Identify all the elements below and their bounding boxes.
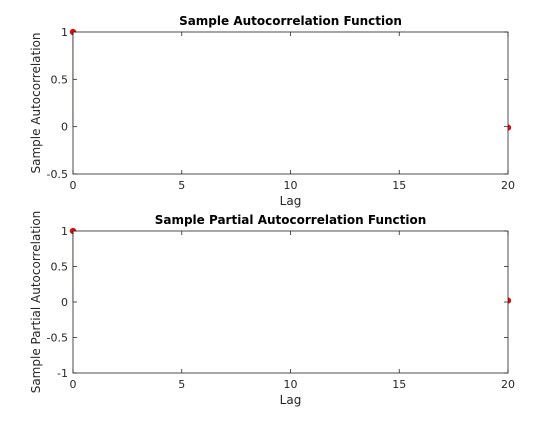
pacf-x-tick-label: 20 <box>501 378 515 391</box>
pacf-y-tick-label: 0.5 <box>51 261 69 274</box>
acf-y-tick-label: 1 <box>61 26 68 39</box>
pacf-y-tick-label: -0.5 <box>47 332 68 345</box>
acf-x-tick-label: 5 <box>178 179 185 192</box>
acf-title: Sample Autocorrelation Function <box>179 14 402 28</box>
acf-x-tick-label: 10 <box>284 179 298 192</box>
pacf-x-tick-label: 5 <box>178 378 185 391</box>
acf-y-axis-label: Sample Autocorrelation <box>29 32 43 173</box>
pacf-title: Sample Partial Autocorrelation Function <box>155 213 427 227</box>
pacf-x-tick-label: 15 <box>392 378 406 391</box>
acf-y-tick-label: -0.5 <box>47 168 68 181</box>
pacf-y-axis-label: Sample Partial Autocorrelation <box>29 211 43 394</box>
pacf-y-tick-label: 0 <box>61 296 68 309</box>
acf-x-tick-label: 0 <box>70 179 77 192</box>
pacf-y-tick-label: -1 <box>57 367 68 380</box>
pacf-plot: 0 5 10 15 20 -1 -0.5 0 0.5 1 Sample Partial Autoco… <box>29 211 515 407</box>
acf-x-tick-label: 20 <box>501 179 515 192</box>
acf-axes-frame <box>72 31 509 175</box>
acf-y-tick-label: 0 <box>61 121 68 134</box>
acf-x-tick-label: 15 <box>392 179 406 192</box>
pacf-y-tick-label: 1 <box>61 225 68 238</box>
acf-y-tick-label: 0.5 <box>51 73 69 86</box>
acf-x-axis-label: Lag <box>280 194 302 208</box>
pacf-axes-frame <box>72 230 509 374</box>
pacf-x-axis-label: Lag <box>280 393 302 407</box>
pacf-x-tick-label: 0 <box>70 378 77 391</box>
pacf-x-tick-label: 10 <box>284 378 298 391</box>
